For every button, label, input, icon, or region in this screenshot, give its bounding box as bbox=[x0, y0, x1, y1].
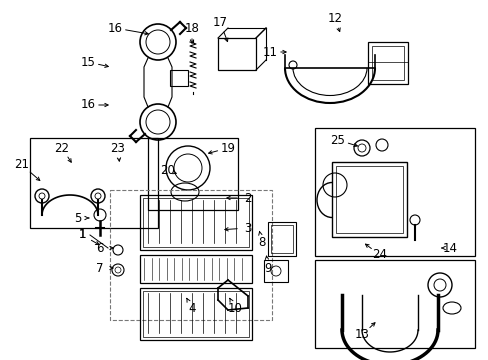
Bar bbox=[140, 195, 251, 250]
Text: 2: 2 bbox=[244, 192, 251, 204]
Bar bbox=[367, 42, 407, 84]
Text: 21: 21 bbox=[15, 158, 29, 171]
Bar bbox=[264, 260, 287, 282]
Text: 19: 19 bbox=[220, 141, 235, 154]
Text: 15: 15 bbox=[81, 55, 95, 68]
Text: 14: 14 bbox=[442, 242, 457, 255]
Text: 3: 3 bbox=[244, 221, 251, 234]
Bar bbox=[110, 190, 271, 320]
Text: 1: 1 bbox=[78, 229, 85, 242]
Text: 23: 23 bbox=[110, 141, 125, 154]
Bar bbox=[142, 198, 248, 247]
Bar bbox=[335, 166, 402, 233]
Text: 24: 24 bbox=[372, 248, 386, 261]
Text: 10: 10 bbox=[227, 302, 242, 315]
Text: 17: 17 bbox=[212, 15, 227, 28]
Bar bbox=[140, 255, 251, 283]
Bar bbox=[267, 222, 295, 256]
Text: 20: 20 bbox=[160, 163, 175, 176]
Bar bbox=[30, 138, 158, 228]
Text: 1: 1 bbox=[78, 229, 85, 242]
Text: 16: 16 bbox=[81, 99, 95, 112]
Text: 6: 6 bbox=[96, 242, 103, 255]
Text: 22: 22 bbox=[54, 141, 69, 154]
Text: 25: 25 bbox=[330, 134, 345, 147]
Text: 12: 12 bbox=[327, 12, 342, 24]
Bar bbox=[314, 260, 474, 348]
Text: 7: 7 bbox=[96, 261, 103, 274]
Text: 16: 16 bbox=[107, 22, 122, 35]
Bar bbox=[371, 46, 403, 80]
Bar bbox=[270, 225, 292, 253]
Text: 13: 13 bbox=[354, 328, 368, 342]
Text: 8: 8 bbox=[258, 235, 265, 248]
Text: 11: 11 bbox=[262, 45, 277, 58]
Bar bbox=[148, 138, 238, 210]
Bar bbox=[331, 162, 406, 237]
Bar bbox=[142, 291, 248, 337]
Text: 18: 18 bbox=[184, 22, 199, 35]
Text: 4: 4 bbox=[188, 302, 195, 315]
Text: 9: 9 bbox=[264, 261, 271, 274]
Bar bbox=[218, 38, 256, 70]
Bar bbox=[140, 288, 251, 340]
Bar bbox=[314, 128, 474, 256]
Bar bbox=[170, 70, 187, 86]
Text: 5: 5 bbox=[74, 211, 81, 225]
